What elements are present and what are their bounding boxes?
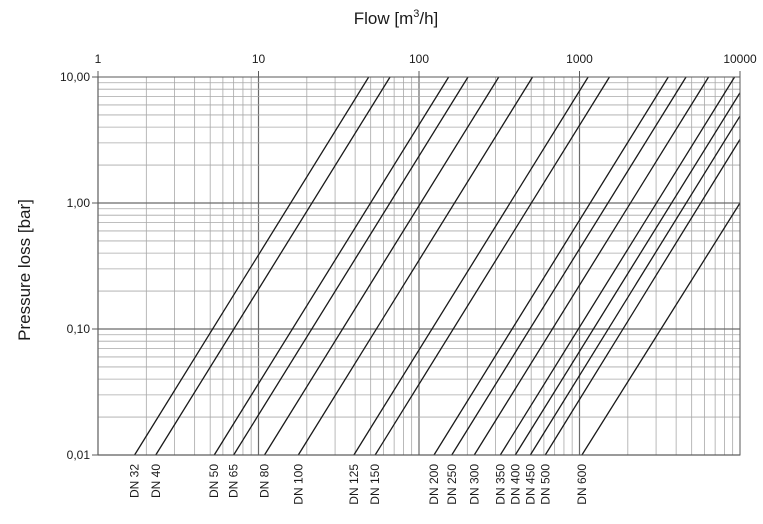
x-tick-label: 1000 (566, 52, 593, 66)
series-label: DN 65 (227, 464, 241, 498)
series-line (581, 202, 741, 456)
series-line (544, 139, 741, 456)
y-axis-label: Pressure loss [bar] (15, 199, 34, 341)
series-label: DN 500 (538, 464, 552, 505)
series-label: DN 150 (368, 464, 382, 505)
series-line (134, 76, 370, 456)
x-tick-label: 10000 (723, 52, 757, 66)
series-label: DN 200 (427, 464, 441, 505)
chart-title: Flow [m3/h] (354, 8, 439, 28)
series-line (514, 92, 741, 456)
y-tick-label: 10,00 (60, 70, 90, 84)
x-tick-label: 10 (252, 52, 266, 66)
series-line (233, 76, 469, 456)
series-label: DN 50 (207, 464, 221, 498)
y-tick-label: 0,10 (67, 322, 91, 336)
series-lines (134, 76, 741, 456)
series-line (473, 76, 710, 456)
y-tick-label: 1,00 (67, 196, 91, 210)
series-line (451, 76, 687, 456)
x-tick-label: 1 (95, 52, 102, 66)
series-line (433, 76, 669, 456)
series-line (213, 76, 450, 456)
series-labels: DN 32 DN 40 DN 50 DN 65 DN 80 DN 100 DN 125 DN … (128, 464, 589, 505)
series-line (499, 76, 736, 456)
series-label: DN 40 (149, 464, 163, 498)
series-line (297, 76, 534, 456)
series-line (374, 76, 611, 456)
y-tick-labels: 10,00 1,00 0,10 0,01 (60, 70, 90, 462)
series-line (263, 76, 500, 456)
series-line (155, 76, 391, 456)
series-label: DN 600 (575, 464, 589, 505)
series-label: DN 32 (128, 464, 142, 498)
x-tick-labels: 1 10 100 1000 10000 (95, 52, 757, 66)
series-label: DN 300 (467, 464, 481, 505)
series-label: DN 250 (445, 464, 459, 505)
series-label: DN 450 (523, 464, 537, 505)
series-label: DN 350 (493, 464, 507, 505)
series-label: DN 80 (258, 464, 272, 498)
grid-lines (92, 71, 741, 456)
series-line (353, 76, 589, 456)
series-line (529, 115, 741, 456)
plot-frame (97, 76, 741, 456)
series-label: DN 100 (291, 464, 305, 505)
series-label: DN 400 (508, 464, 522, 505)
y-tick-label: 0,01 (67, 448, 91, 462)
series-label: DN 125 (347, 464, 361, 505)
x-tick-label: 100 (409, 52, 429, 66)
